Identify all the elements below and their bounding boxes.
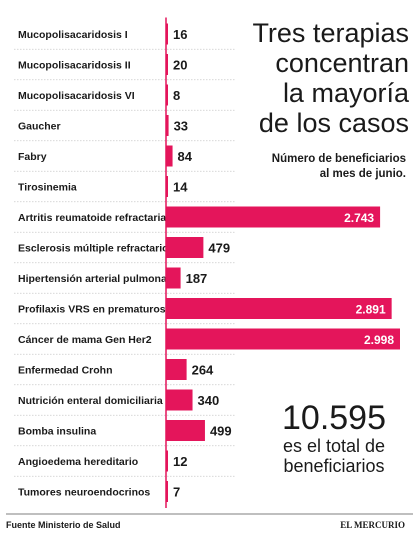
category-label: Artritis reumatoide refractaria <box>18 212 166 224</box>
headline-line-4: de los casos <box>258 108 409 138</box>
category-label: Hipertensión arterial pulmonar <box>18 273 171 285</box>
data-label: 499 <box>210 424 232 439</box>
bar <box>166 359 187 380</box>
subtitle-line-1: Número de beneficiarios <box>271 153 406 165</box>
bar <box>166 54 168 75</box>
bar <box>166 481 168 502</box>
category-label: Mucopolisacaridosis I <box>18 29 128 41</box>
data-label: 33 <box>174 119 188 134</box>
bar <box>166 420 205 441</box>
bar <box>166 115 169 136</box>
bar <box>166 237 204 258</box>
data-label: 84 <box>178 149 193 164</box>
subtitle-line-2: al mes de junio. <box>319 168 406 180</box>
category-label: Angioedema hereditario <box>18 456 138 468</box>
category-label: Profilaxis VRS en prematuros <box>18 304 166 316</box>
category-label: Cáncer de mama Gen Her2 <box>18 334 152 346</box>
bar <box>166 389 193 411</box>
data-label: 2.891 <box>356 303 386 317</box>
headline-line-2: concentran <box>275 48 409 78</box>
data-label: 187 <box>186 271 208 286</box>
bar <box>166 328 400 350</box>
bar <box>166 176 168 197</box>
bar <box>166 84 168 106</box>
headline-line-3: la mayoría <box>282 78 409 108</box>
bar <box>166 450 168 472</box>
source-note: Fuente Ministerio de Salud <box>6 520 121 530</box>
category-label: Tumores neuroendocrinos <box>18 487 150 499</box>
bar <box>166 298 392 319</box>
data-label: 479 <box>208 241 230 256</box>
total-value: 10.595 <box>282 399 386 437</box>
data-label: 2.743 <box>344 211 374 225</box>
data-label: 264 <box>192 363 214 378</box>
category-label: Tirosinemia <box>18 182 77 194</box>
brand-logo: EL MERCURIO <box>340 520 405 530</box>
data-label: 20 <box>173 58 187 73</box>
data-label: 16 <box>173 27 187 42</box>
data-label: 8 <box>173 88 180 103</box>
category-label: Fabry <box>18 151 47 163</box>
data-label: 2.998 <box>364 333 394 347</box>
total-text-line-2: beneficiarios <box>283 456 385 476</box>
data-label: 14 <box>173 180 188 195</box>
category-label: Gaucher <box>18 121 61 133</box>
category-label: Bomba insulina <box>18 426 96 438</box>
category-label: Nutrición enteral domiciliaria <box>18 395 163 407</box>
category-label: Enfermedad Crohn <box>18 365 113 377</box>
data-label: 340 <box>198 393 220 408</box>
bar <box>166 23 168 45</box>
bar <box>166 206 381 228</box>
bar <box>166 267 181 289</box>
category-label: Mucopolisacaridosis II <box>18 60 131 72</box>
data-label: 7 <box>173 485 180 500</box>
bar <box>166 145 173 167</box>
total-text-line-1: es el total de <box>282 436 386 456</box>
total-block: 10.595 es el total de beneficiarios <box>262 400 406 476</box>
headline-line-1: Tres terapias <box>252 18 409 48</box>
data-label: 12 <box>173 454 187 469</box>
category-label: Mucopolisacaridosis VI <box>18 90 135 102</box>
category-label: Esclerosis múltiple refractario <box>18 243 169 255</box>
